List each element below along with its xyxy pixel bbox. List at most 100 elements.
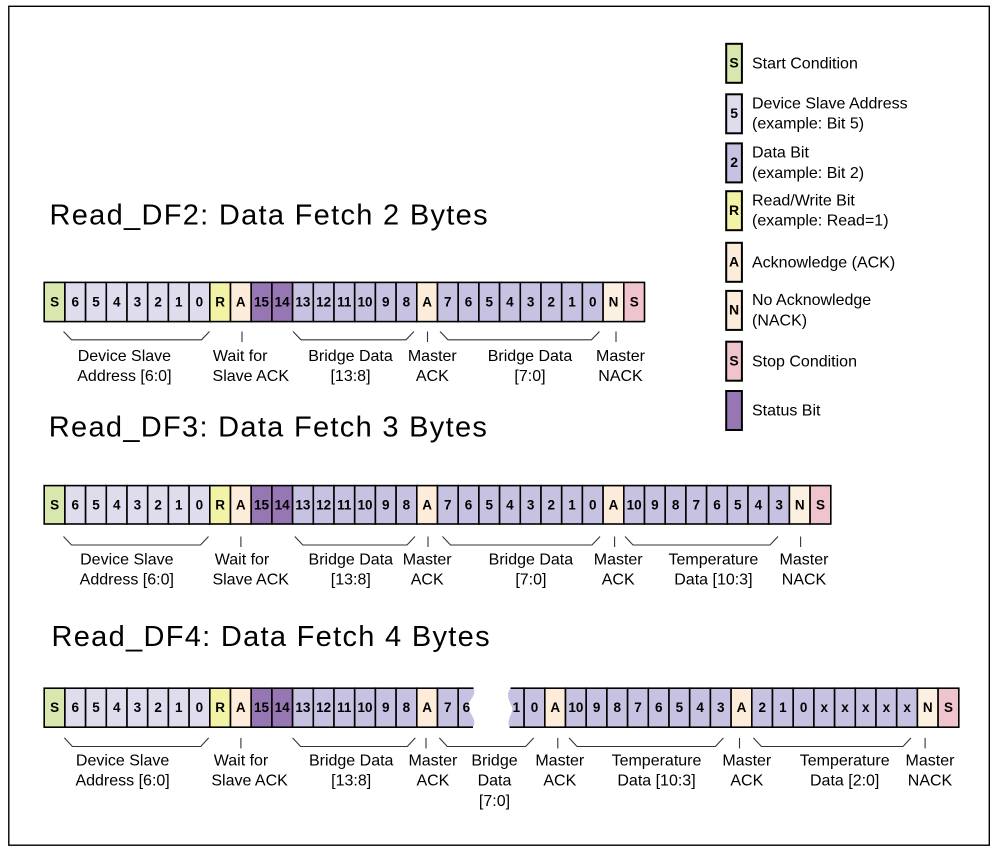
svg-text:13: 13 [295, 294, 311, 309]
svg-text:[7:0]: [7:0] [514, 368, 545, 385]
svg-text:S: S [729, 353, 738, 369]
svg-text:Wait for: Wait for [213, 348, 268, 365]
svg-text:9: 9 [382, 294, 390, 309]
svg-text:0: 0 [196, 294, 204, 309]
svg-text:6: 6 [655, 700, 663, 715]
svg-text:x: x [841, 700, 849, 715]
svg-text:3: 3 [134, 294, 142, 309]
svg-text:Read_DF3: Data Fetch 3 Bytes: Read_DF3: Data Fetch 3 Bytes [49, 411, 488, 443]
svg-text:5: 5 [676, 700, 684, 715]
svg-text:Wait for: Wait for [214, 753, 269, 770]
svg-text:2: 2 [154, 498, 162, 513]
svg-text:N: N [609, 294, 619, 309]
svg-text:9: 9 [651, 498, 659, 513]
svg-text:6: 6 [463, 700, 471, 715]
svg-text:15: 15 [254, 498, 270, 513]
svg-text:(example: Read=1): (example: Read=1) [752, 213, 889, 230]
svg-text:Status Bit: Status Bit [752, 403, 821, 420]
svg-text:Read_DF2: Data Fetch 2 Bytes: Read_DF2: Data Fetch 2 Bytes [50, 200, 489, 232]
svg-text:4: 4 [506, 294, 514, 309]
svg-text:5: 5 [92, 294, 100, 309]
svg-text:Read_DF4: Data Fetch 4 Bytes: Read_DF4: Data Fetch 4 Bytes [52, 621, 491, 653]
svg-text:[13:8]: [13:8] [331, 572, 371, 589]
svg-text:3: 3 [717, 700, 725, 715]
svg-text:6: 6 [71, 700, 79, 715]
svg-text:2: 2 [548, 294, 556, 309]
svg-text:14: 14 [275, 700, 291, 715]
svg-text:6: 6 [71, 294, 79, 309]
svg-text:Master: Master [906, 753, 956, 770]
svg-text:2: 2 [730, 154, 738, 170]
svg-text:Bridge Data: Bridge Data [309, 753, 394, 770]
svg-text:A: A [236, 294, 246, 309]
svg-text:Device Slave: Device Slave [80, 552, 173, 569]
svg-text:A: A [422, 498, 432, 513]
svg-text:N: N [795, 498, 805, 513]
svg-text:12: 12 [316, 294, 331, 309]
svg-text:Data [10:3]: Data [10:3] [617, 773, 695, 790]
svg-text:1: 1 [568, 498, 576, 513]
svg-text:Read/Write Bit: Read/Write Bit [752, 192, 855, 209]
svg-text:14: 14 [275, 498, 291, 513]
svg-text:ACK: ACK [602, 572, 635, 589]
svg-text:ACK: ACK [543, 773, 576, 790]
svg-text:11: 11 [337, 294, 352, 309]
svg-text:9: 9 [382, 700, 390, 715]
svg-text:Master: Master [408, 348, 458, 365]
svg-text:10: 10 [357, 294, 372, 309]
svg-text:Data [10:3]: Data [10:3] [674, 572, 752, 589]
svg-text:7: 7 [444, 294, 452, 309]
svg-text:3: 3 [775, 498, 783, 513]
svg-text:8: 8 [403, 498, 411, 513]
svg-text:9: 9 [382, 498, 390, 513]
svg-text:S: S [729, 55, 738, 71]
svg-text:Master: Master [408, 753, 458, 770]
svg-text:Wait for: Wait for [215, 552, 270, 569]
svg-text:R: R [215, 294, 225, 309]
svg-text:6: 6 [713, 498, 721, 513]
svg-text:8: 8 [672, 498, 680, 513]
svg-text:2: 2 [758, 700, 766, 715]
svg-text:10: 10 [568, 700, 583, 715]
svg-text:R: R [215, 498, 225, 513]
svg-text:Data [2:0]: Data [2:0] [810, 773, 879, 790]
svg-text:7: 7 [444, 498, 452, 513]
svg-text:6: 6 [71, 498, 79, 513]
svg-text:7: 7 [444, 700, 452, 715]
svg-text:(example: Bit 5): (example: Bit 5) [752, 116, 864, 133]
svg-text:S: S [50, 700, 59, 715]
svg-text:5: 5 [485, 498, 493, 513]
svg-text:1: 1 [568, 294, 576, 309]
svg-text:A: A [236, 498, 246, 513]
svg-text:15: 15 [254, 294, 270, 309]
svg-text:Slave ACK: Slave ACK [212, 572, 289, 589]
svg-text:6: 6 [465, 294, 473, 309]
svg-text:NACK: NACK [598, 368, 643, 385]
svg-text:ACK: ACK [416, 773, 449, 790]
svg-text:13: 13 [295, 498, 311, 513]
svg-text:Data: Data [478, 773, 512, 790]
svg-text:4: 4 [696, 700, 704, 715]
svg-text:3: 3 [527, 294, 535, 309]
svg-text:1: 1 [513, 700, 521, 715]
svg-text:5: 5 [734, 498, 742, 513]
svg-text:9: 9 [593, 700, 601, 715]
svg-text:S: S [50, 294, 59, 309]
svg-text:1: 1 [175, 498, 183, 513]
svg-text:Slave ACK: Slave ACK [213, 368, 290, 385]
svg-text:10: 10 [627, 498, 642, 513]
svg-text:[7:0]: [7:0] [515, 572, 546, 589]
svg-text:[13:8]: [13:8] [330, 368, 370, 385]
svg-text:A: A [236, 700, 246, 715]
svg-text:Master: Master [535, 753, 585, 770]
svg-text:12: 12 [316, 700, 331, 715]
svg-text:Master: Master [403, 552, 453, 569]
svg-text:A: A [422, 294, 432, 309]
svg-text:4: 4 [113, 498, 121, 513]
svg-text:0: 0 [800, 700, 808, 715]
svg-text:2: 2 [154, 700, 162, 715]
svg-text:13: 13 [295, 700, 311, 715]
svg-text:S: S [944, 700, 953, 715]
svg-text:Device Slave Address: Device Slave Address [752, 96, 908, 113]
svg-text:ACK: ACK [416, 368, 449, 385]
